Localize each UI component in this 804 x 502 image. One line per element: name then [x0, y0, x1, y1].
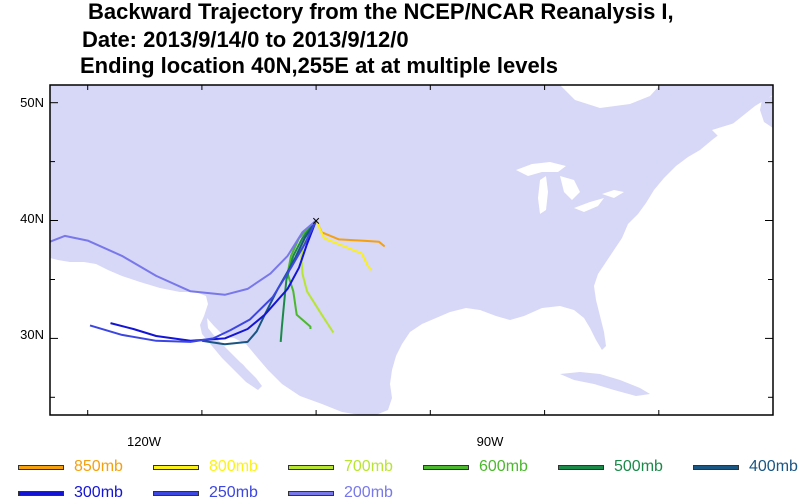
- trajectory-300mb: [110, 220, 318, 342]
- legend-item-850mb: 850mb: [18, 458, 123, 476]
- legend-swatch: [693, 464, 739, 470]
- legend-item-600mb: 600mb: [423, 458, 528, 476]
- legend-label: 250mb: [209, 484, 258, 501]
- legend-label: 400mb: [749, 458, 798, 475]
- hudson-bay: [560, 85, 660, 108]
- legend-swatch: [558, 464, 604, 470]
- lon-label-90w: 90W: [477, 434, 504, 449]
- trajectory-lines: [50, 219, 386, 346]
- legend-label: 300mb: [74, 484, 123, 501]
- legend-item-250mb: 250mb: [153, 484, 258, 502]
- baja-california-landmass: [200, 325, 262, 390]
- legend-item-300mb: 300mb: [18, 484, 123, 502]
- map-title-line-2: Date: 2013/9/14/0 to 2013/9/12/0: [82, 27, 409, 52]
- trajectory-500mb: [279, 219, 317, 342]
- end-location-marker: ×: [312, 213, 320, 229]
- legend-label: 850mb: [74, 458, 123, 475]
- lon-label-120w: 120W: [127, 434, 162, 449]
- legend-label: 700mb: [344, 458, 393, 475]
- lake-michigan: [538, 176, 548, 214]
- lat-label-40n: 40N: [20, 211, 44, 226]
- map-title-line-3: Ending location 40N,255E at at multiple …: [80, 53, 559, 78]
- cuba-landmass: [560, 372, 650, 396]
- lat-label-50n: 50N: [20, 95, 44, 110]
- map-frame: [49, 84, 774, 416]
- gulf-of-st-lawrence: [712, 122, 756, 144]
- legend-swatch: [288, 490, 334, 496]
- legend-item-500mb: 500mb: [558, 458, 663, 476]
- legend-item-700mb: 700mb: [288, 458, 393, 476]
- newfoundland-landmass: [760, 96, 773, 128]
- legend-swatch: [18, 464, 64, 470]
- legend-label: 800mb: [209, 458, 258, 475]
- lake-erie: [574, 198, 604, 212]
- trajectory-800mb: [315, 220, 372, 271]
- legend-label: 500mb: [614, 458, 663, 475]
- legend-label: 200mb: [344, 484, 393, 501]
- legend-swatch: [288, 464, 334, 470]
- legend-item-800mb: 800mb: [153, 458, 258, 476]
- lat-label-30n: 30N: [20, 327, 44, 342]
- lake-ontario: [602, 190, 624, 198]
- lake-huron: [560, 176, 580, 200]
- inland-waters: [207, 85, 756, 372]
- legend-swatch: [153, 490, 199, 496]
- legend-label: 600mb: [479, 458, 528, 475]
- legend-item-200mb: 200mb: [288, 484, 393, 502]
- legend-swatch: [153, 464, 199, 470]
- trajectory-200mb: [50, 219, 317, 296]
- legend-item-400mb: 400mb: [693, 458, 798, 476]
- map-ticks: [50, 85, 774, 415]
- legend-swatch: [423, 464, 469, 470]
- gulf-of-california: [207, 318, 256, 372]
- north-america-landmass: [50, 85, 773, 415]
- land-masses: [50, 85, 773, 415]
- lake-superior: [516, 162, 566, 176]
- map-title-line-1: Backward Trajectory from the NCEP/NCAR R…: [88, 0, 674, 24]
- trajectory-250mb: [89, 220, 318, 343]
- legend-swatch: [18, 490, 64, 496]
